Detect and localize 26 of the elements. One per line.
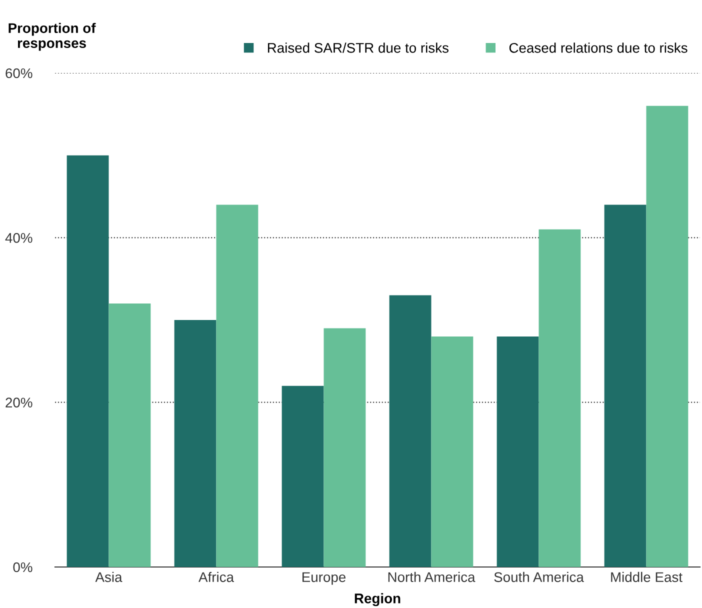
bar bbox=[604, 204, 646, 567]
bar bbox=[538, 229, 581, 567]
x-axis-title: Region bbox=[354, 593, 400, 606]
legend-label: Ceased relations due to risks bbox=[509, 42, 688, 53]
bar bbox=[431, 336, 474, 567]
x-tick-label: Asia bbox=[95, 572, 122, 582]
x-tick-label: Europe bbox=[302, 572, 346, 585]
bar bbox=[646, 106, 688, 567]
bar bbox=[216, 204, 258, 567]
bar bbox=[496, 336, 539, 567]
y-tick-label: 20% bbox=[6, 398, 32, 408]
y-tick-label: 40% bbox=[5, 233, 32, 243]
bar bbox=[66, 155, 109, 567]
x-tick-label: South America bbox=[494, 572, 584, 582]
bar bbox=[282, 386, 324, 567]
legend-label: Raised SAR/STR due to risks bbox=[268, 42, 448, 53]
bar bbox=[108, 304, 151, 567]
bar bbox=[389, 295, 432, 567]
y-tick-label: 60% bbox=[6, 68, 32, 78]
x-tick-label: Middle East bbox=[611, 572, 682, 582]
bar bbox=[174, 320, 216, 567]
bar bbox=[324, 328, 366, 567]
y-tick-label: 0% bbox=[13, 562, 32, 572]
x-tick-label: North America bbox=[388, 572, 476, 582]
x-tick-label: Africa bbox=[198, 572, 234, 582]
y-axis-title: Proportion of responses bbox=[8, 22, 96, 51]
